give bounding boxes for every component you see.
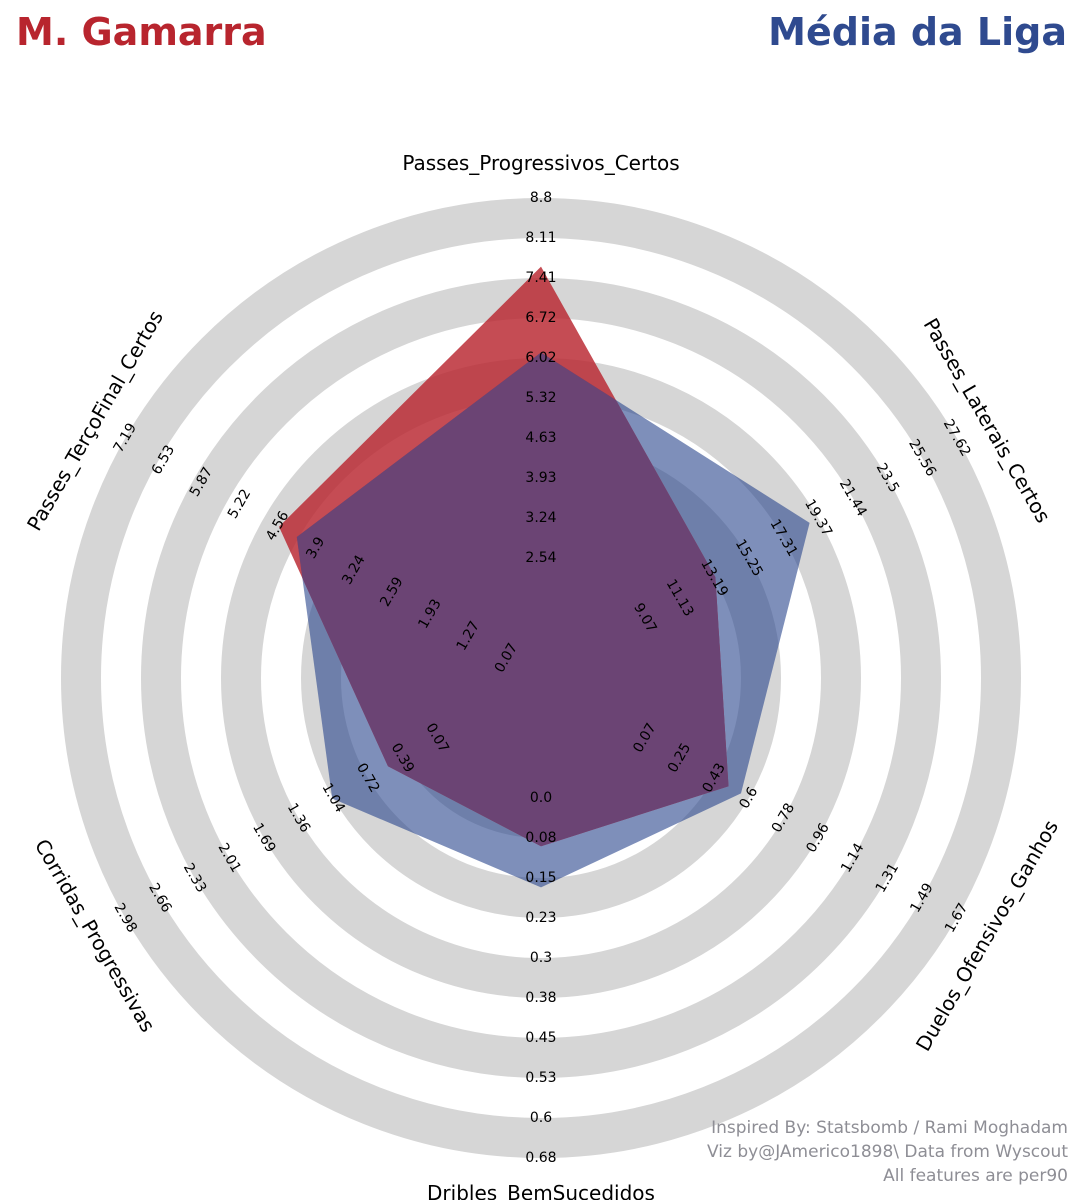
tick-label: 8.11 <box>525 230 556 246</box>
tick-label: 2.54 <box>525 550 556 566</box>
tick-label: 0.23 <box>525 910 556 926</box>
tick-label: 0.68 <box>525 1150 556 1166</box>
radar-ring <box>61 198 1021 1158</box>
tick-label: 5.32 <box>525 390 556 406</box>
tick-label: 3.24 <box>525 510 556 526</box>
credits: Inspired By: Statsbomb / Rami Moghadam V… <box>707 1116 1068 1188</box>
tick-label: 0.53 <box>525 1070 556 1086</box>
tick-label: 0.38 <box>525 990 556 1006</box>
tick-label: 4.63 <box>525 430 556 446</box>
player-title: M. Gamarra <box>16 10 267 54</box>
league-average-title: Média da Liga <box>768 10 1067 54</box>
tick-label: 0.45 <box>525 1030 556 1046</box>
tick-label: 6.72 <box>525 310 556 326</box>
credit-units: All features are per90 <box>883 1166 1068 1186</box>
tick-label: 0.15 <box>525 870 556 886</box>
tick-label: 0.08 <box>525 830 556 846</box>
tick-label: 0.6 <box>530 1110 552 1126</box>
tick-label: 0.0 <box>530 790 552 806</box>
radar-series <box>279 266 810 888</box>
tick-label: 3.93 <box>525 470 556 486</box>
credit-inspired: Inspired By: Statsbomb / Rami Moghadam <box>711 1118 1068 1138</box>
tick-label: 7.41 <box>525 270 556 286</box>
parameter-label: Dribles_BemSucedidos <box>427 1181 655 1200</box>
credit-viz: Viz by@JAmerico1898\ Data from Wyscout <box>707 1142 1068 1162</box>
tick-label: 8.8 <box>530 190 552 206</box>
tick-label: 0.3 <box>530 950 552 966</box>
tick-label: 6.02 <box>525 350 556 366</box>
parameter-label: Passes_Progressivos_Certos <box>402 151 679 175</box>
